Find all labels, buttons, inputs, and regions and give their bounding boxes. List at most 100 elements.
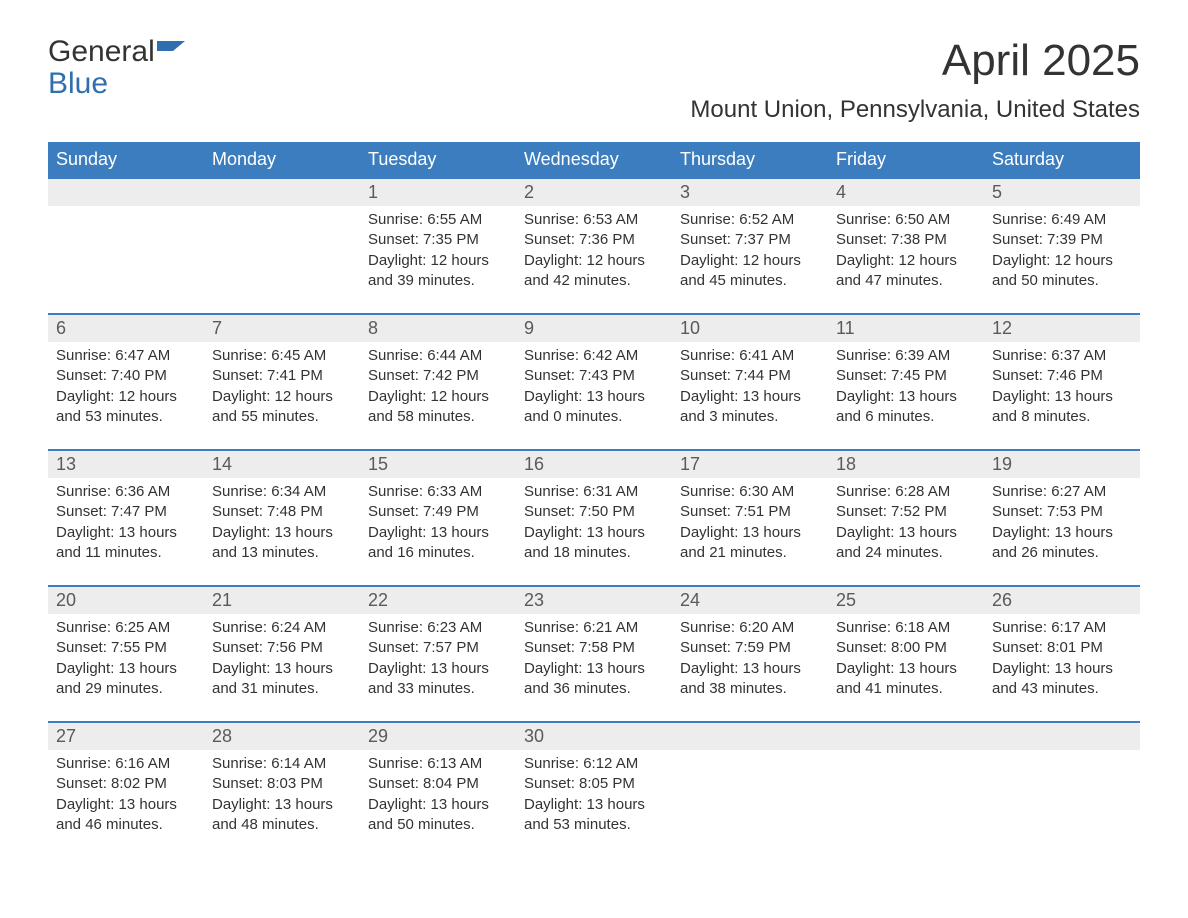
day-number: 17 — [672, 451, 828, 478]
day-cell — [984, 750, 1140, 835]
dow-sat: Saturday — [984, 142, 1140, 177]
day-number — [828, 723, 984, 750]
day-number — [984, 723, 1140, 750]
day-number: 13 — [48, 451, 204, 478]
sunset: Sunset: 7:45 PM — [836, 366, 976, 386]
daylight2: and 41 minutes. — [836, 679, 976, 699]
calendar: Sunday Monday Tuesday Wednesday Thursday… — [48, 142, 1140, 835]
daynum-row: 6 7 8 9 10 11 12 — [48, 315, 1140, 342]
day-number: 30 — [516, 723, 672, 750]
day-cell: Sunrise: 6:50 AMSunset: 7:38 PMDaylight:… — [828, 206, 984, 291]
sunset: Sunset: 7:46 PM — [992, 366, 1132, 386]
day-number: 12 — [984, 315, 1140, 342]
logo-flag-icon — [155, 39, 189, 66]
day-number: 10 — [672, 315, 828, 342]
sunset: Sunset: 7:38 PM — [836, 230, 976, 250]
day-cell: Sunrise: 6:16 AMSunset: 8:02 PMDaylight:… — [48, 750, 204, 835]
daylight1: Daylight: 12 hours — [212, 387, 352, 407]
daylight2: and 43 minutes. — [992, 679, 1132, 699]
day-cell: Sunrise: 6:25 AMSunset: 7:55 PMDaylight:… — [48, 614, 204, 699]
day-cell: Sunrise: 6:13 AMSunset: 8:04 PMDaylight:… — [360, 750, 516, 835]
sunrise: Sunrise: 6:23 AM — [368, 618, 508, 638]
daylight1: Daylight: 12 hours — [368, 387, 508, 407]
day-cell — [672, 750, 828, 835]
daylight2: and 3 minutes. — [680, 407, 820, 427]
sunset: Sunset: 7:48 PM — [212, 502, 352, 522]
day-cell: Sunrise: 6:27 AMSunset: 7:53 PMDaylight:… — [984, 478, 1140, 563]
daylight1: Daylight: 13 hours — [992, 659, 1132, 679]
day-cell — [48, 206, 204, 291]
daylight2: and 31 minutes. — [212, 679, 352, 699]
sunrise: Sunrise: 6:42 AM — [524, 346, 664, 366]
day-number: 9 — [516, 315, 672, 342]
daylight1: Daylight: 13 hours — [524, 387, 664, 407]
day-cell: Sunrise: 6:21 AMSunset: 7:58 PMDaylight:… — [516, 614, 672, 699]
daylight2: and 18 minutes. — [524, 543, 664, 563]
day-number: 27 — [48, 723, 204, 750]
daylight2: and 36 minutes. — [524, 679, 664, 699]
daylight2: and 45 minutes. — [680, 271, 820, 291]
sunset: Sunset: 7:59 PM — [680, 638, 820, 658]
daylight2: and 11 minutes. — [56, 543, 196, 563]
header-row: General Blue April 2025 Mount Union, Pen… — [48, 36, 1140, 124]
month-title: April 2025 — [690, 36, 1140, 86]
day-cell: Sunrise: 6:30 AMSunset: 7:51 PMDaylight:… — [672, 478, 828, 563]
sunrise: Sunrise: 6:16 AM — [56, 754, 196, 774]
sunset: Sunset: 7:36 PM — [524, 230, 664, 250]
day-cell: Sunrise: 6:28 AMSunset: 7:52 PMDaylight:… — [828, 478, 984, 563]
dow-fri: Friday — [828, 142, 984, 177]
sunrise: Sunrise: 6:45 AM — [212, 346, 352, 366]
day-number: 24 — [672, 587, 828, 614]
daylight1: Daylight: 13 hours — [680, 659, 820, 679]
sunset: Sunset: 7:58 PM — [524, 638, 664, 658]
sunrise: Sunrise: 6:44 AM — [368, 346, 508, 366]
sunset: Sunset: 8:02 PM — [56, 774, 196, 794]
day-cell: Sunrise: 6:20 AMSunset: 7:59 PMDaylight:… — [672, 614, 828, 699]
day-cell: Sunrise: 6:12 AMSunset: 8:05 PMDaylight:… — [516, 750, 672, 835]
logo: General Blue — [48, 36, 189, 99]
sunset: Sunset: 7:42 PM — [368, 366, 508, 386]
day-cell: Sunrise: 6:49 AMSunset: 7:39 PMDaylight:… — [984, 206, 1140, 291]
logo-word1: General — [48, 35, 155, 68]
daylight2: and 33 minutes. — [368, 679, 508, 699]
dow-sun: Sunday — [48, 142, 204, 177]
sunset: Sunset: 8:04 PM — [368, 774, 508, 794]
day-number: 26 — [984, 587, 1140, 614]
daylight1: Daylight: 12 hours — [56, 387, 196, 407]
sunset: Sunset: 8:01 PM — [992, 638, 1132, 658]
daynum-row: 1 2 3 4 5 — [48, 179, 1140, 206]
daylight1: Daylight: 13 hours — [524, 659, 664, 679]
sunrise: Sunrise: 6:34 AM — [212, 482, 352, 502]
daylight1: Daylight: 12 hours — [992, 251, 1132, 271]
week-row: 13 14 15 16 17 18 19 Sunrise: 6:36 AMSun… — [48, 449, 1140, 563]
week-row: 20 21 22 23 24 25 26 Sunrise: 6:25 AMSun… — [48, 585, 1140, 699]
day-cell: Sunrise: 6:37 AMSunset: 7:46 PMDaylight:… — [984, 342, 1140, 427]
sunrise: Sunrise: 6:39 AM — [836, 346, 976, 366]
daylight2: and 55 minutes. — [212, 407, 352, 427]
day-number: 29 — [360, 723, 516, 750]
daylight2: and 42 minutes. — [524, 271, 664, 291]
sunset: Sunset: 7:39 PM — [992, 230, 1132, 250]
sunrise: Sunrise: 6:14 AM — [212, 754, 352, 774]
day-cell: Sunrise: 6:34 AMSunset: 7:48 PMDaylight:… — [204, 478, 360, 563]
sunrise: Sunrise: 6:52 AM — [680, 210, 820, 230]
day-cell: Sunrise: 6:52 AMSunset: 7:37 PMDaylight:… — [672, 206, 828, 291]
sunset: Sunset: 7:56 PM — [212, 638, 352, 658]
daylight1: Daylight: 13 hours — [368, 659, 508, 679]
daylight1: Daylight: 12 hours — [368, 251, 508, 271]
day-cell: Sunrise: 6:55 AMSunset: 7:35 PMDaylight:… — [360, 206, 516, 291]
daylight1: Daylight: 13 hours — [56, 523, 196, 543]
sunrise: Sunrise: 6:27 AM — [992, 482, 1132, 502]
sunrise: Sunrise: 6:50 AM — [836, 210, 976, 230]
sunrise: Sunrise: 6:25 AM — [56, 618, 196, 638]
day-number: 25 — [828, 587, 984, 614]
day-number: 4 — [828, 179, 984, 206]
daylight2: and 13 minutes. — [212, 543, 352, 563]
dow-thu: Thursday — [672, 142, 828, 177]
sunrise: Sunrise: 6:24 AM — [212, 618, 352, 638]
sunrise: Sunrise: 6:41 AM — [680, 346, 820, 366]
title-block: April 2025 Mount Union, Pennsylvania, Un… — [690, 36, 1140, 124]
daylight1: Daylight: 13 hours — [836, 523, 976, 543]
sunrise: Sunrise: 6:47 AM — [56, 346, 196, 366]
day-cell: Sunrise: 6:23 AMSunset: 7:57 PMDaylight:… — [360, 614, 516, 699]
